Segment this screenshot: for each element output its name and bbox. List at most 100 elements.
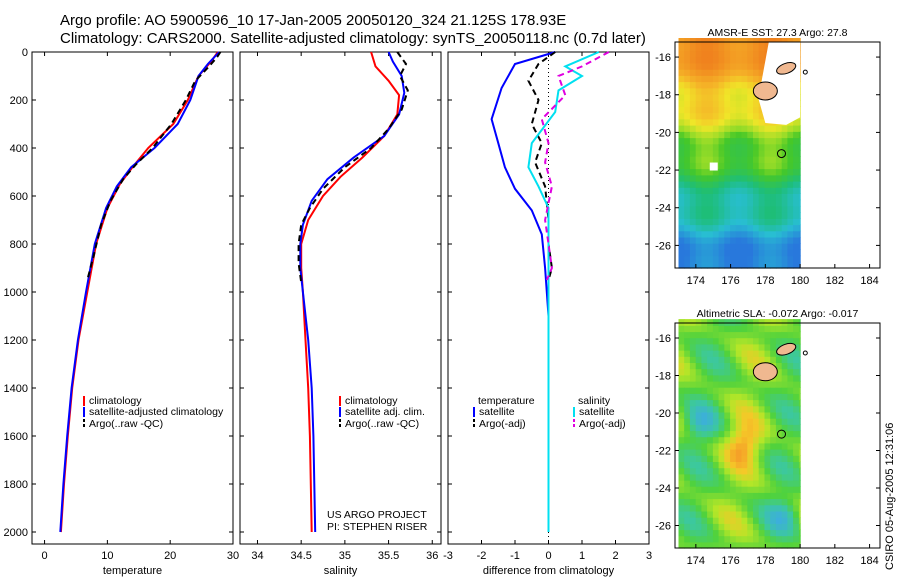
map-cell [701,69,708,76]
map-cell [775,399,783,407]
map-cell [707,38,714,45]
map-cell [764,193,771,201]
map-cell [741,131,748,139]
map-cell [712,156,720,163]
map-cell [781,187,788,194]
map-cell [707,529,714,537]
map-cell [764,411,771,419]
map-cell [730,362,737,370]
map-cell [701,255,708,263]
map-cell [707,174,714,182]
map-cell [770,510,777,518]
map-cell [678,249,685,257]
map-cell [753,424,760,432]
map-cell [712,337,720,345]
map-cell [689,193,697,201]
map-cell [695,106,702,114]
map-cell [730,236,737,244]
map-cell [787,224,794,232]
map-cell [712,473,720,481]
map-cell [712,529,720,537]
map-x-tick-label: 182 [826,555,844,567]
map-cell [770,236,777,244]
map-cell [770,193,777,201]
map-cell [689,368,697,376]
map-cell [724,350,731,357]
map-cell [741,424,748,432]
map-cell [707,87,714,95]
map-cell [707,143,714,151]
map-cell [793,467,800,475]
map-cell [730,418,737,425]
map-cell [689,517,697,524]
map-cell [741,411,748,419]
map-cell [718,411,725,419]
map-cell [695,212,702,219]
map-cell [747,199,754,207]
map-cell [701,87,708,95]
map-cell [793,199,800,207]
map-cell [758,535,765,543]
map-cell [741,230,748,238]
map-cell [781,380,788,388]
map-cell [781,442,788,450]
map-cell [684,424,691,432]
map-cell [707,56,714,64]
map-cell [775,492,783,500]
map-cell [787,486,794,493]
map-cell [695,199,702,207]
map-cell [764,230,771,238]
map-cell [793,149,800,157]
map-cell [758,424,765,432]
map-cell [724,467,731,475]
map-cell [741,50,748,58]
map-cell [775,356,783,363]
map-cell [747,356,754,363]
map-cell [684,436,691,444]
map-cell [770,399,777,407]
map-cell [764,255,771,263]
map-cell [793,224,800,232]
map-cell [793,479,800,487]
map-cell [730,118,737,126]
map-cell [689,461,697,469]
map-cell [747,467,754,475]
map-cell [707,255,714,263]
legend-label: satellite adj. clim. [345,406,425,418]
map-cell [793,243,800,250]
map-cell [753,529,760,537]
map-cell [741,405,748,413]
map-cell [775,541,783,549]
map-cell [695,131,702,139]
map-cell [747,430,754,438]
map-cell [689,380,697,388]
map-cell [787,212,794,219]
map-y-tick-label: -26 [655,521,671,533]
map-cell [678,442,685,450]
map-cell [741,100,748,107]
map-cell [798,193,801,201]
map-cell [787,137,794,145]
map-cell [753,523,760,531]
map-cell [758,193,765,201]
map-cell [718,174,725,182]
map-cell [689,393,697,401]
map-cell [764,455,771,462]
map-cell [684,249,691,257]
map-cell [735,479,743,487]
map-cell [781,168,788,176]
map-cell [701,94,708,101]
map-cell [775,362,783,370]
map-cell [775,255,783,263]
map-cell [695,44,702,52]
map-cell [753,461,760,469]
map-cell [764,523,771,531]
map-cell [758,143,765,151]
map-cell [793,449,800,456]
map-cell [730,125,737,132]
map-cell [775,486,783,493]
map-cell [678,218,685,226]
map-cell [689,498,697,506]
map-cell [775,498,783,506]
map-cell [753,243,760,250]
